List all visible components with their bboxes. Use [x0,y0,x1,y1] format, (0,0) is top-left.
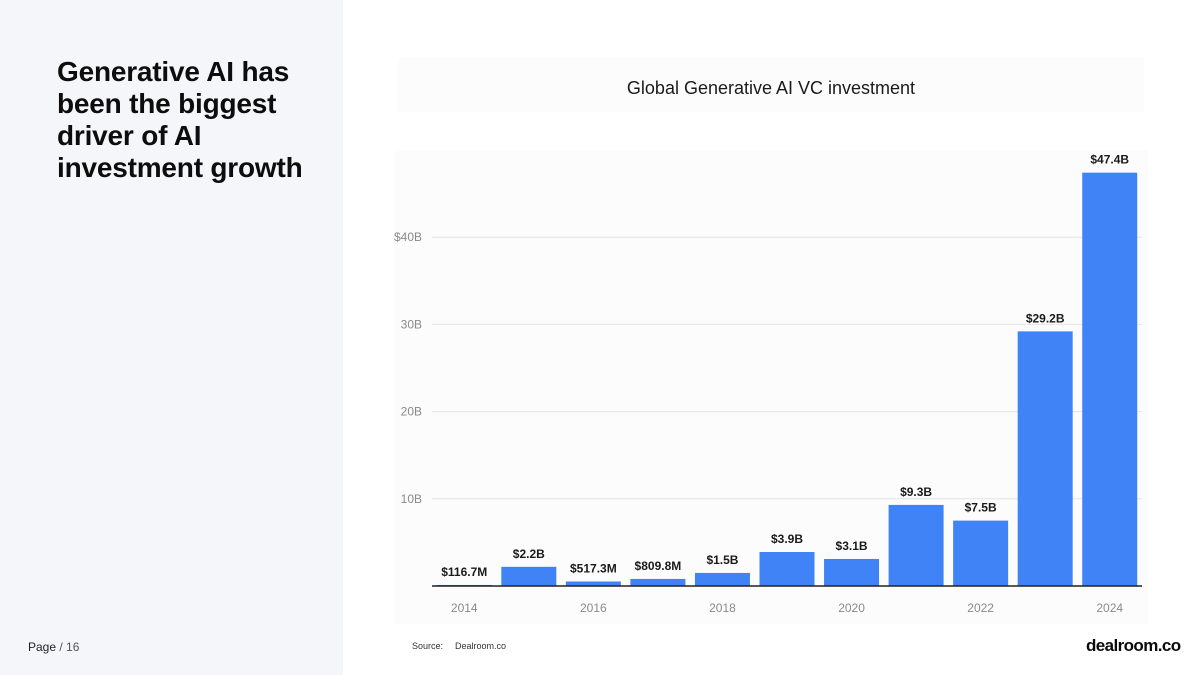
data-label-2018: $1.5B [706,553,738,567]
bar-2017 [630,578,686,586]
data-label-2020: $3.1B [836,539,868,553]
x-tick-label: 2022 [967,601,994,615]
source-value: Dealroom.co [455,641,507,651]
bar-2022 [953,520,1009,586]
bar-2024 [1082,172,1138,586]
bar-2019 [759,551,815,586]
bar-2023 [1017,331,1073,586]
data-label-2019: $3.9B [771,532,803,546]
data-label-2022: $7.5B [965,501,997,515]
data-label-2024: $47.4B [1090,153,1129,167]
bar-2021 [888,504,944,586]
x-tick-label: 2020 [838,601,865,615]
data-label-2016: $517.3M [570,561,617,575]
data-label-2021: $9.3B [900,485,932,499]
data-label-2017: $809.8M [635,559,682,573]
y-tick-label: 10B [401,492,422,506]
x-tick-label: 2014 [451,601,478,615]
y-tick-label: 30B [401,317,422,331]
page-headline: Generative AI has been the biggest drive… [57,56,303,183]
x-tick-label: 2024 [1096,601,1123,615]
bar-2016 [565,581,621,586]
bar-2020 [824,558,880,586]
data-label-2014: $116.7M [441,565,487,579]
page-indicator: Page / 16 [28,640,79,654]
x-tick-label: 2016 [580,601,607,615]
side-panel [0,0,343,675]
data-label-2015: $2.2B [513,547,545,561]
y-tick-label: $40B [394,230,422,244]
source-note: Source: Dealroom.co [412,641,506,651]
y-tick-label: 20B [401,405,422,419]
chart-title: Global Generative AI VC investment [626,78,916,98]
dealroom-logo: dealroom.co [1086,636,1181,655]
bar-2018 [694,572,750,586]
x-tick-label: 2018 [709,601,736,615]
bar-2015 [501,566,557,586]
data-label-2023: $29.2B [1026,311,1065,325]
page-total: / 16 [59,640,80,654]
chart-title-box [398,58,1144,112]
page-label: Page [28,640,57,654]
source-label: Source: [412,641,444,651]
